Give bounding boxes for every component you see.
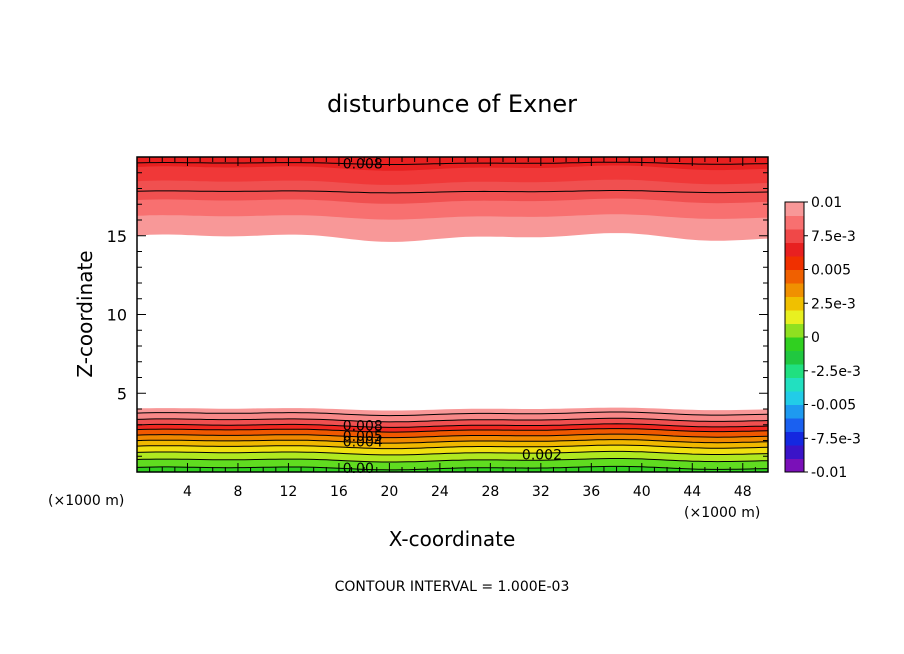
colorbar-swatch: [785, 445, 804, 459]
contour-label-top-0: 0.008: [343, 156, 383, 172]
colorbar-swatch: [785, 431, 804, 446]
band-bottom-9: [137, 412, 768, 422]
x-tick-label: 12: [280, 484, 298, 500]
x-axis-label: X-coordinate: [389, 527, 516, 551]
x-unit-right: (×1000 m): [684, 505, 760, 521]
contour-label-bottom-2: 0.002: [522, 448, 562, 464]
contour-line-bottom-9: [137, 411, 768, 417]
x-tick-label: 28: [481, 484, 499, 500]
colorbar-swatch: [785, 229, 804, 243]
x-tick-label: 32: [532, 484, 550, 500]
contour-label-bottom-4: 0.004: [343, 434, 383, 450]
contour-line-bottom-2: [137, 450, 768, 456]
colorbar-label: 2.5e-3: [811, 296, 856, 312]
contour-line-bottom-7: [137, 423, 768, 428]
colorbar-label: -0.01: [811, 465, 847, 481]
colorbar-label: 0.005: [811, 263, 851, 279]
contour-label-bottom-0: 0.00: [343, 461, 374, 477]
band-bottom-3: [137, 445, 768, 455]
band-bottom-1: [137, 458, 768, 470]
contour-line-bottom-3: [137, 444, 768, 450]
colorbar-swatch: [785, 337, 804, 351]
colorbar-swatch: [785, 458, 804, 473]
colorbar-label: 0.01: [811, 195, 842, 211]
x-tick-label: 24: [431, 484, 449, 500]
colorbar-swatch: [785, 310, 804, 324]
colorbar-swatch: [785, 202, 804, 216]
x-tick-label: 20: [380, 484, 398, 500]
colorbar-swatch: [785, 269, 804, 284]
contour-line-bottom-6: [137, 428, 768, 433]
contour-label-bottom-7: 0.008: [343, 419, 383, 435]
contour-line-top-1: [137, 190, 768, 194]
x-tick-label: 44: [683, 484, 701, 500]
colorbar-swatch: [785, 391, 804, 405]
x-tick-label: 40: [633, 484, 651, 500]
colorbar-label: 7.5e-3: [811, 229, 856, 245]
colorbar-swatch: [785, 323, 804, 338]
colorbar-swatch: [785, 242, 804, 257]
x-unit-left: (×1000 m): [48, 493, 124, 509]
contour-interval-note: CONTOUR INTERVAL = 1.000E-03: [335, 579, 570, 595]
colorbar-swatch: [785, 418, 804, 432]
colorbar-swatch: [785, 256, 804, 270]
x-tick-label: 16: [330, 484, 348, 500]
band-bottom-6: [137, 428, 768, 438]
colorbar-label: -0.005: [811, 398, 856, 414]
contour-line-bottom-4: [137, 439, 768, 444]
band-bottom-edge: [137, 407, 768, 416]
chart-title: disturbunce of Exner: [327, 90, 577, 118]
band-bottom-2: [137, 451, 768, 462]
y-tick-label: 5: [117, 384, 127, 403]
colorbar-label: -7.5e-3: [811, 431, 861, 447]
colorbar: 0.01 7.5e-3 0.005 2.5e-3 0 -2.5e-3 -0.005 -7.5e…: [784, 195, 861, 481]
colorbar-label: 0: [811, 330, 820, 346]
x-tick-label: 4: [183, 484, 192, 500]
y-tick-label: 15: [107, 227, 127, 246]
contour-line-top-0: [137, 161, 768, 165]
y-axis-label: Z-coordinate: [73, 250, 97, 377]
band-bottom-7: [137, 423, 768, 433]
colorbar-swatch: [785, 296, 804, 311]
band-bottom-8: [137, 418, 768, 428]
x-tick-label: 48: [734, 484, 752, 500]
y-tick-label: 10: [107, 306, 127, 325]
contour-label-bottom-5: 0.005: [343, 429, 383, 445]
contour-line-bottom-5: [137, 433, 768, 439]
band-bottom-5: [137, 434, 768, 444]
colorbar-swatch: [785, 283, 804, 297]
colorbar-swatch: [785, 215, 804, 230]
colorbar-swatch: [785, 404, 804, 419]
contour-line-bottom-8: [137, 417, 768, 423]
colorbar-swatch: [785, 350, 804, 365]
x-tick-label: 8: [233, 484, 242, 500]
contour-line-bottom-1: [137, 458, 768, 463]
band-bottom-4: [137, 439, 768, 449]
x-tick-label: 36: [582, 484, 600, 500]
colorbar-swatch: [785, 377, 804, 392]
colorbar-swatch: [785, 364, 804, 378]
colorbar-label: -2.5e-3: [811, 364, 861, 380]
